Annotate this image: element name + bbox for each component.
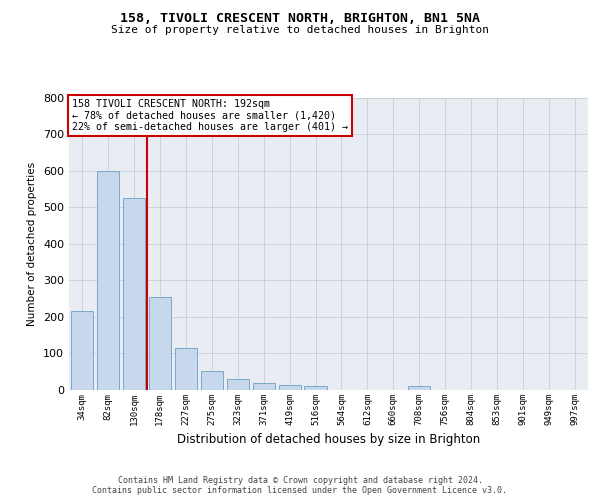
Text: 158, TIVOLI CRESCENT NORTH, BRIGHTON, BN1 5NA: 158, TIVOLI CRESCENT NORTH, BRIGHTON, BN… (120, 12, 480, 26)
Bar (123, 198, 145, 390)
Bar (253, 384, 275, 390)
Bar (97, 172, 119, 390)
X-axis label: Distribution of detached houses by size in Brighton: Distribution of detached houses by size … (177, 434, 480, 446)
Text: 158 TIVOLI CRESCENT NORTH: 192sqm
← 78% of detached houses are smaller (1,420)
2: 158 TIVOLI CRESCENT NORTH: 192sqm ← 78% … (71, 99, 347, 132)
Bar (278, 385, 301, 390)
Bar (304, 386, 326, 390)
Bar (149, 297, 171, 390)
Bar (71, 312, 93, 390)
Y-axis label: Number of detached properties: Number of detached properties (28, 162, 37, 326)
Bar (408, 386, 430, 390)
Bar (200, 371, 223, 390)
Text: Contains HM Land Registry data © Crown copyright and database right 2024.
Contai: Contains HM Land Registry data © Crown c… (92, 476, 508, 495)
Bar (227, 379, 249, 390)
Text: Size of property relative to detached houses in Brighton: Size of property relative to detached ho… (111, 25, 489, 35)
Bar (175, 348, 197, 390)
